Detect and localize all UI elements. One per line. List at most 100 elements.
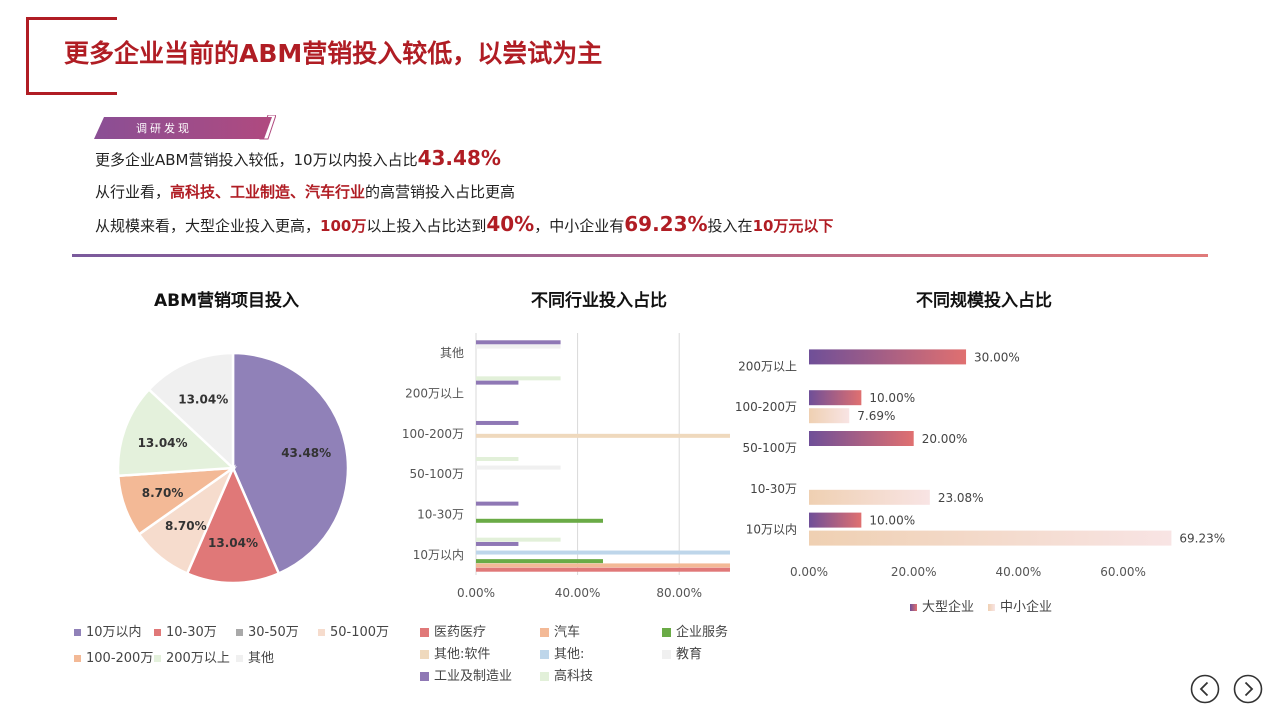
page-title: 更多企业当前的ABM营销投入较低，以尝试为主 xyxy=(64,39,603,68)
legend-swatch xyxy=(318,629,325,636)
finding-3-highlight-h: 10万元以下 xyxy=(752,217,834,235)
pie-slice-10万以内 xyxy=(231,351,350,576)
bar-中小企业-10-30万 xyxy=(809,489,930,505)
x-tick-label: 0.00% xyxy=(790,565,828,579)
legend-swatch xyxy=(910,604,917,611)
finding-3-text-c: 以上投入占比达到 xyxy=(366,217,487,235)
bar-工业及制造业-100-200万 xyxy=(476,420,519,425)
chevron-left-icon xyxy=(1199,681,1209,697)
industry-chart-title: 不同行业投入占比 xyxy=(531,291,667,311)
legend-label: 大型企业 xyxy=(922,600,975,615)
legend-swatch xyxy=(74,629,81,636)
bar-企业服务-10万以内 xyxy=(476,559,603,564)
bar-data-label: 30.00% xyxy=(974,350,1020,364)
industry-bar-chart: 0.00% 40.00% 80.00% 10万以内 10-30万 50-100万 100-2… xyxy=(402,333,730,600)
finding-line-2: 从行业看，高科技、工业制造、汽车行业的高营销投入占比更高 xyxy=(95,181,515,202)
bar-中小企业-100-200万 xyxy=(809,408,850,424)
finding-1-text: 更多企业ABM营销投入较低，10万以内投入占比 xyxy=(95,151,418,169)
legend-swatch xyxy=(420,650,429,659)
y-tick-label: 100-200万 xyxy=(735,400,797,414)
chevron-left-circle-icon xyxy=(1190,674,1220,704)
pie-legend-item-200万以上: 200万以上 xyxy=(154,647,230,666)
findings-tag: 调研发现 xyxy=(92,115,276,141)
bar-高科技-10万以内 xyxy=(476,537,561,542)
bar-data-label: 23.08% xyxy=(938,491,984,505)
legend-label: 汽车 xyxy=(554,625,581,640)
bar-汽车-10万以内 xyxy=(476,563,730,568)
y-tick-label: 200万以上 xyxy=(405,387,464,401)
industry-legend-item-其他-: 其他: xyxy=(540,643,584,662)
chevron-right-circle-icon xyxy=(1233,674,1263,704)
pie-slice-200万以上 xyxy=(116,387,236,478)
legend-label: 工业及制造业 xyxy=(434,669,513,684)
legend-swatch xyxy=(988,604,995,611)
x-tick-label: 40.00% xyxy=(996,565,1042,579)
legend-swatch xyxy=(420,672,429,681)
scale-legend-item-大型企业: 大型企业 xyxy=(910,596,974,615)
bar-data-label: 7.69% xyxy=(857,409,895,423)
title-bracket-decoration xyxy=(26,17,117,95)
finding-2-text-a: 从行业看， xyxy=(95,183,171,201)
pie-data-label: 8.70% xyxy=(142,486,184,500)
bar-其他--10万以内 xyxy=(476,550,730,555)
pie-legend-item-10万以内: 10万以内 xyxy=(74,621,142,640)
chevron-right-icon xyxy=(1244,681,1254,697)
industry-legend-item-企业服务: 企业服务 xyxy=(662,621,728,640)
x-tick-label: 0.00% xyxy=(457,586,495,600)
finding-1-highlight: 43.48% xyxy=(417,146,501,170)
finding-2-text-c: 的高营销投入占比更高 xyxy=(365,183,516,201)
bar-工业及制造业-10万以内 xyxy=(476,541,519,546)
industry-legend-item-高科技: 高科技 xyxy=(540,665,593,684)
industry-legend-item-汽车: 汽车 xyxy=(540,621,580,640)
prev-page-button[interactable] xyxy=(1190,674,1220,704)
pie-chart-title: ABM营销项目投入 xyxy=(154,291,300,311)
pie-data-label: 43.48% xyxy=(281,446,331,460)
bar-工业及制造业-其他 xyxy=(476,340,561,345)
legend-label: 企业服务 xyxy=(676,625,729,640)
legend-swatch xyxy=(662,650,671,659)
scale-legend-item-中小企业: 中小企业 xyxy=(988,596,1052,615)
bar-data-label: 10.00% xyxy=(869,514,915,528)
y-tick-label: 50-100万 xyxy=(742,441,797,455)
industry-legend-item-工业及制造业: 工业及制造业 xyxy=(420,665,512,684)
y-tick-label: 100-200万 xyxy=(402,427,464,441)
x-tick-label: 80.00% xyxy=(656,586,702,600)
pie-data-label: 13.04% xyxy=(208,536,258,550)
bar-工业及制造业-200万以上 xyxy=(476,380,519,385)
pie-legend-item-30-50万: 30-50万 xyxy=(236,621,299,640)
bar-其他-软件-100-200万 xyxy=(476,433,730,438)
y-tick-label: 10-30万 xyxy=(750,482,797,496)
finding-3-text-g: 投入在 xyxy=(707,217,753,235)
legend-label: 其他:软件 xyxy=(434,647,491,662)
bar-大型企业-10万以内 xyxy=(809,512,862,528)
scale-chart-title: 不同规模投入占比 xyxy=(916,291,1052,311)
pie-legend-item-100-200万: 100-200万 xyxy=(74,647,153,666)
legend-swatch xyxy=(540,672,549,681)
legend-swatch xyxy=(236,629,243,636)
industry-legend-item-医药医疗: 医药医疗 xyxy=(420,621,486,640)
finding-3-highlight-b: 100万 xyxy=(320,217,367,235)
bar-大型企业-50-100万 xyxy=(809,431,914,446)
x-tick-label: 20.00% xyxy=(891,565,937,579)
finding-3-highlight-f: 69.23% xyxy=(624,212,708,236)
next-page-button[interactable] xyxy=(1233,674,1263,704)
findings-tag-shape xyxy=(94,115,276,140)
x-tick-label: 40.00% xyxy=(555,586,601,600)
bar-教育-其他 xyxy=(476,344,561,349)
industry-legend-item-教育: 教育 xyxy=(662,643,702,662)
bar-高科技-200万以上 xyxy=(476,376,561,381)
legend-label: 其他: xyxy=(554,647,585,662)
finding-3-highlight-d: 40% xyxy=(486,212,535,236)
legend-swatch xyxy=(540,628,549,637)
pie-legend-item-10-30万: 10-30万 xyxy=(154,621,217,640)
finding-3-text-e: ，中小企业有 xyxy=(534,217,625,235)
bar-高科技-50-100万 xyxy=(476,457,519,461)
bar-中小企业-10万以内 xyxy=(809,530,1172,546)
legend-label: 30-50万 xyxy=(248,625,299,640)
pie-legend-item-50-100万: 50-100万 xyxy=(318,621,389,640)
bar-企业服务-10-30万 xyxy=(476,518,603,523)
legend-label: 10-30万 xyxy=(166,625,217,640)
bar-大型企业-100-200万 xyxy=(809,390,862,406)
finding-3-text-a: 从规模来看，大型企业投入更高， xyxy=(95,217,321,235)
legend-swatch xyxy=(154,629,161,636)
